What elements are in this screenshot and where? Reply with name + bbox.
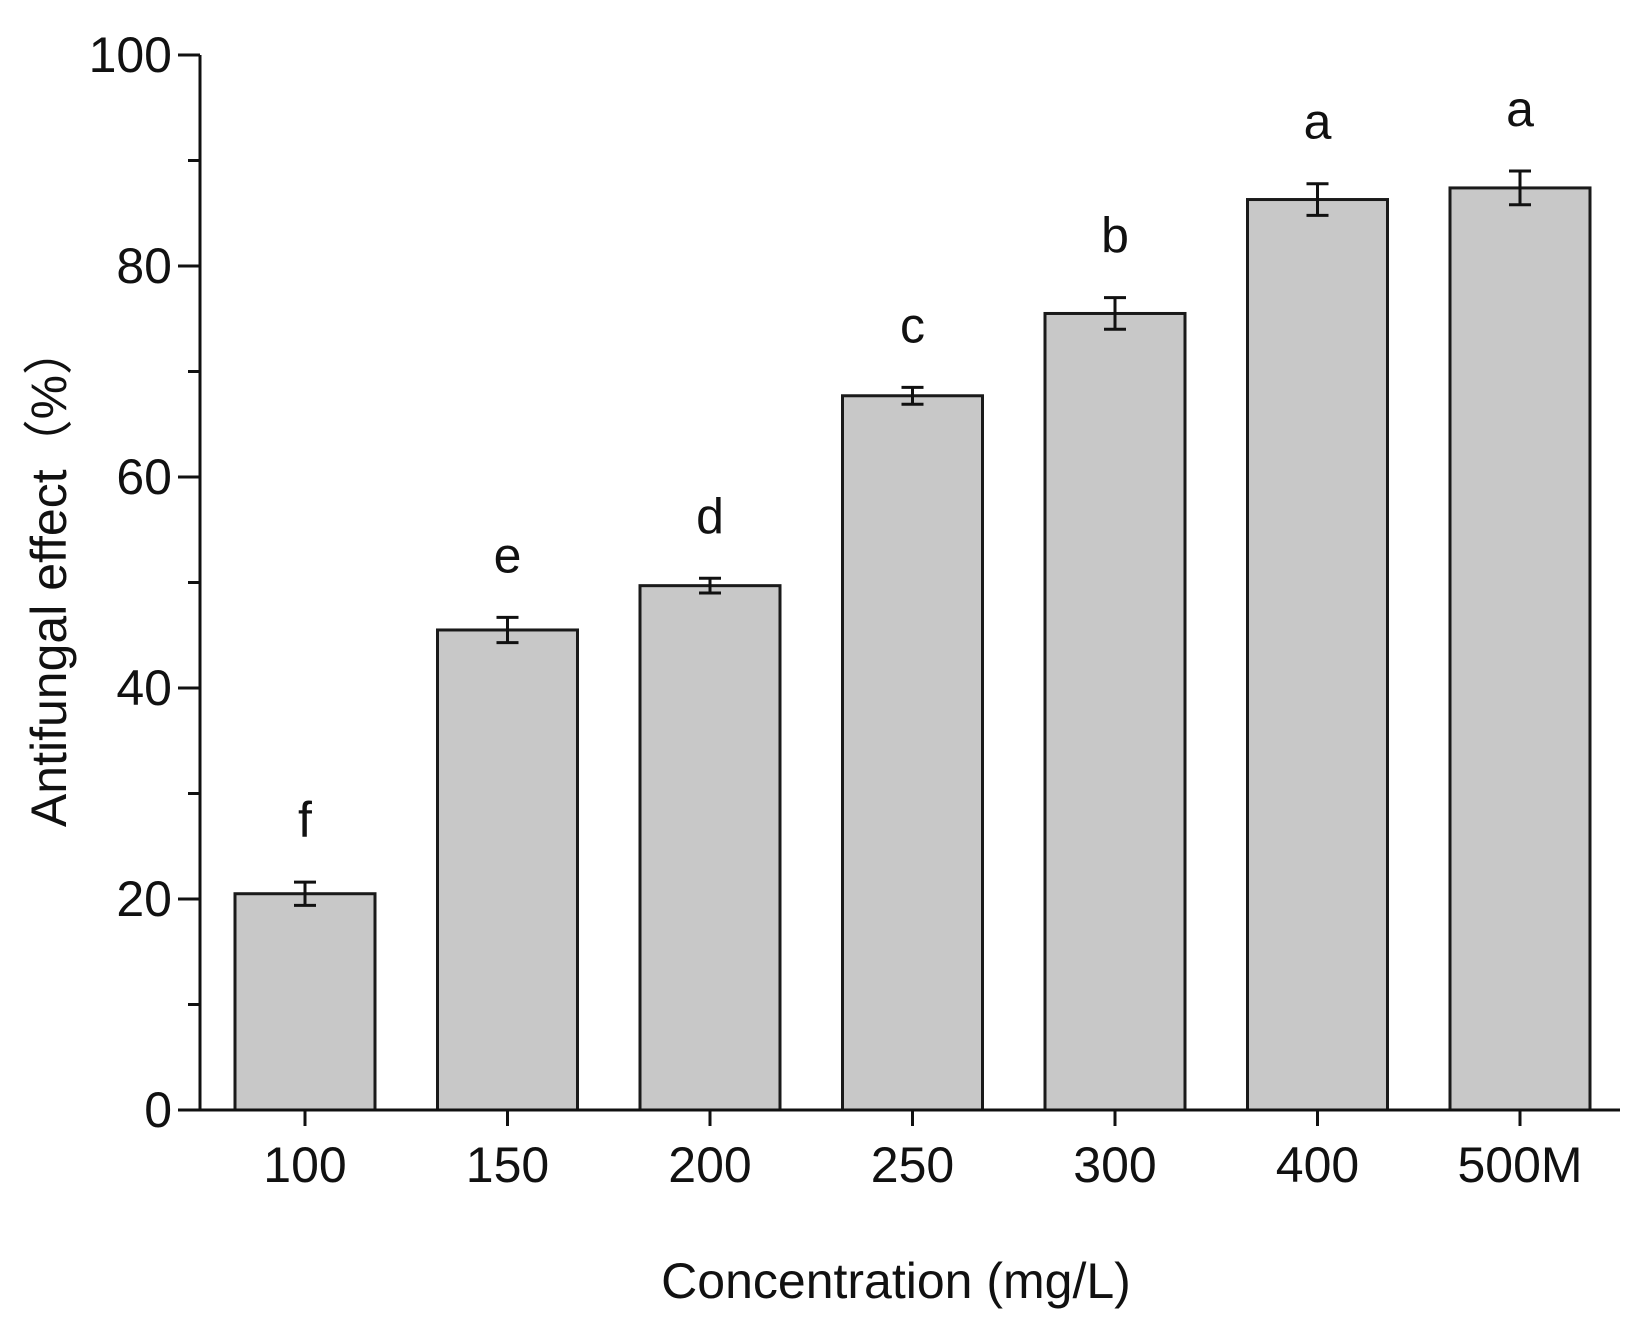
bar-500M — [1448, 186, 1592, 1112]
bar-250 — [841, 394, 984, 1112]
bar-300 — [1043, 311, 1187, 1112]
y-tick-label-40: 40 — [116, 660, 172, 716]
significance-letter-200: d — [696, 488, 724, 544]
x-tick-label-200: 200 — [668, 1137, 751, 1193]
significance-letter-500M: a — [1506, 81, 1534, 137]
x-tick-label-150: 150 — [466, 1137, 549, 1193]
significance-letter-250: c — [900, 297, 925, 353]
significance-letters-layer: f e d c b a a — [298, 81, 1534, 848]
bar-100 — [233, 892, 377, 1112]
bar-400 — [1246, 198, 1389, 1112]
error-bars-layer — [294, 169, 1531, 907]
y-tick-label-20: 20 — [116, 871, 172, 927]
bars-layer — [233, 186, 1592, 1112]
x-tick-label-500M: 500M — [1457, 1137, 1582, 1193]
bar-200 — [638, 584, 782, 1112]
y-tick-label-80: 80 — [116, 238, 172, 294]
significance-letter-150: e — [494, 527, 522, 583]
x-axis-title: Concentration (mg/L) — [661, 1253, 1131, 1309]
y-tick-label-100: 100 — [89, 27, 172, 83]
bar-150 — [436, 628, 579, 1112]
significance-letter-100: f — [298, 792, 312, 848]
y-tick-label-60: 60 — [116, 449, 172, 505]
y-tick-label-0: 0 — [144, 1082, 172, 1138]
x-tick-label-300: 300 — [1073, 1137, 1156, 1193]
y-axis-title: Antifungal effect（%） — [21, 325, 77, 827]
x-tick-label-400: 400 — [1276, 1137, 1359, 1193]
significance-letter-400: a — [1304, 94, 1332, 150]
x-tick-label-250: 250 — [871, 1137, 954, 1193]
x-tick-label-100: 100 — [263, 1137, 346, 1193]
significance-letter-300: b — [1101, 208, 1129, 264]
axes-layer: 100 150 200 250 300 400 500M 0 20 40 60 80 100 — [89, 27, 1620, 1193]
